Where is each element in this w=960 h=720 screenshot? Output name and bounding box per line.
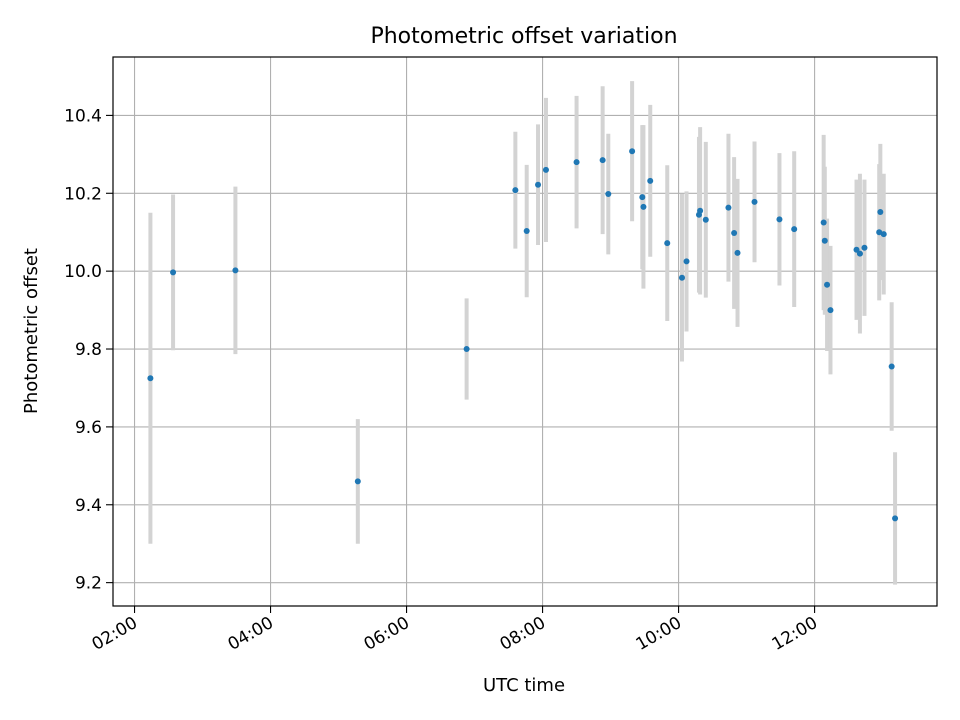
y-tick-label: 10.4 [64, 106, 102, 126]
data-point [824, 281, 831, 288]
data-point [535, 181, 542, 188]
data-point [542, 166, 549, 173]
data-point [664, 240, 671, 247]
y-tick-label: 10.0 [64, 262, 102, 282]
data-point [629, 148, 636, 155]
y-tick-label: 9.8 [75, 340, 102, 360]
x-axis-label: UTC time [483, 675, 565, 696]
chart-title: Photometric offset variation [370, 24, 677, 49]
data-point [640, 203, 647, 210]
data-point [354, 478, 361, 485]
data-point [647, 177, 654, 184]
data-point [702, 216, 709, 223]
data-point [170, 269, 177, 276]
y-tick-label: 9.4 [75, 496, 102, 516]
data-point [697, 207, 704, 214]
data-point [232, 267, 239, 274]
plot-frame [112, 56, 938, 607]
data-point [791, 226, 798, 233]
data-point [751, 198, 758, 205]
data-point [523, 228, 530, 235]
y-axis-label: Photometric offset [21, 248, 42, 414]
data-point [573, 159, 580, 166]
y-tick-label: 10.2 [64, 184, 102, 204]
data-point [725, 204, 732, 211]
y-tick-label: 9.6 [75, 418, 102, 438]
y-axis-ticks: 9.2 9.4 9.6 9.8 10.0 10.2 10.4 [64, 106, 113, 594]
data-point [853, 246, 860, 253]
data-point [599, 157, 606, 164]
data-point [820, 219, 827, 226]
data-point [856, 250, 863, 257]
grid [113, 57, 937, 606]
data-point [892, 515, 899, 522]
data-point [734, 249, 741, 256]
data-point [861, 244, 868, 251]
data-point [776, 216, 783, 223]
data-point [678, 274, 685, 281]
data-point [605, 191, 612, 198]
data-point [683, 258, 690, 265]
data-point [880, 231, 887, 238]
data-point [876, 229, 883, 236]
data-point [821, 237, 828, 244]
data-point [731, 229, 738, 236]
data-point [877, 208, 884, 215]
data-point [512, 187, 519, 194]
data-point [463, 346, 470, 353]
data-point [888, 363, 895, 370]
data-point [639, 194, 646, 201]
data-points [147, 148, 899, 522]
data-point [147, 375, 154, 382]
y-tick-label: 9.2 [75, 574, 102, 594]
data-point [827, 307, 834, 314]
